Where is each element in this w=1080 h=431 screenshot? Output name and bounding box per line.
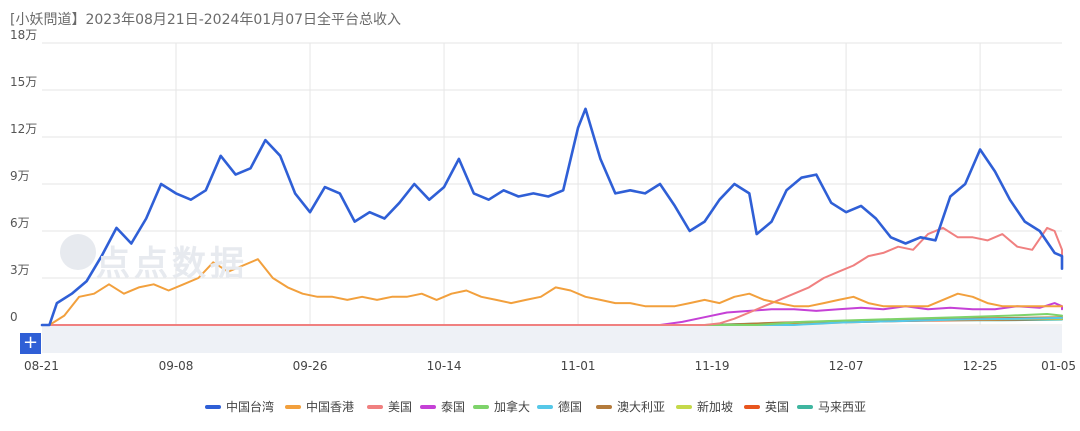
x-tick-label: 09-08 xyxy=(159,359,194,373)
legend-item[interactable]: 美国 xyxy=(367,398,412,415)
navigator-background xyxy=(42,326,1062,353)
legend-label: 中国台湾 xyxy=(226,400,275,414)
series-line xyxy=(40,107,1064,327)
series-line xyxy=(41,313,1063,326)
legend-label: 马来西亚 xyxy=(818,400,867,414)
chart-title: [小妖問道】2023年08月21日-2024年01月07日全平台总收入 xyxy=(10,12,402,28)
x-tick-label: 09-26 xyxy=(293,359,328,373)
watermark: 点点数据 xyxy=(96,244,248,284)
series-line xyxy=(41,226,1063,326)
series-line xyxy=(41,258,1063,326)
y-tick-label: 18万 xyxy=(10,28,37,42)
legend-label: 澳大利亚 xyxy=(617,400,666,414)
legend-swatch xyxy=(537,404,553,409)
series-lines xyxy=(40,107,1064,327)
legend-swatch xyxy=(285,404,301,409)
legend-swatch xyxy=(473,404,489,409)
y-tick-label: 9万 xyxy=(10,169,30,183)
legend-label: 泰国 xyxy=(441,400,466,414)
legend-swatch xyxy=(367,404,383,409)
legend-label: 新加坡 xyxy=(697,400,734,414)
x-tick-label: 12-07 xyxy=(829,359,864,373)
legend-item[interactable]: 马来西亚 xyxy=(797,398,866,415)
x-tick-label: 01-05 xyxy=(1041,359,1076,373)
y-axis: 0 3万 6万 9万 12万 15万 18万 xyxy=(10,28,37,324)
y-tick-label: 3万 xyxy=(10,263,30,277)
legend-item[interactable]: 德国 xyxy=(537,398,582,415)
legend-item[interactable]: 英国 xyxy=(744,398,789,415)
legend-swatch xyxy=(676,404,692,409)
legend-swatch xyxy=(744,404,760,409)
legend-label: 加拿大 xyxy=(494,400,531,414)
watermark-logo xyxy=(60,234,96,270)
x-tick-label: 08-21 xyxy=(24,359,59,373)
zoom-button[interactable]: + xyxy=(20,333,41,354)
legend-label: 美国 xyxy=(388,400,413,414)
legend-item[interactable]: 中国香港 xyxy=(285,398,354,415)
legend-item[interactable]: 泰国 xyxy=(420,398,465,415)
series-line xyxy=(41,316,1063,326)
x-tick-label: 12-25 xyxy=(963,359,998,373)
legend-label: 德国 xyxy=(558,400,583,414)
legend-label: 英国 xyxy=(765,400,790,414)
legend-swatch xyxy=(797,404,813,409)
y-tick-label: 12万 xyxy=(10,122,37,136)
legend-swatch xyxy=(205,404,221,409)
y-tick-label: 6万 xyxy=(10,216,30,230)
chart-legend: 中国台湾 中国香港 美国 泰国 加拿大 德国 澳大利亚 新加坡 英国 马来西亚 xyxy=(0,398,1080,414)
x-tick-label: 11-01 xyxy=(561,359,596,373)
legend-swatch xyxy=(596,404,612,409)
x-tick-label: 10-14 xyxy=(427,359,462,373)
legend-item[interactable]: 澳大利亚 xyxy=(596,398,665,415)
legend-label: 中国香港 xyxy=(306,400,355,414)
legend-swatch xyxy=(420,404,436,409)
legend-item[interactable]: 中国台湾 xyxy=(205,398,274,415)
legend-item[interactable]: 加拿大 xyxy=(473,398,530,415)
y-tick-label: 15万 xyxy=(10,75,37,89)
legend-item[interactable]: 新加坡 xyxy=(676,398,733,415)
x-tick-label: 11-19 xyxy=(695,359,730,373)
y-tick-label: 0 xyxy=(10,310,18,324)
x-axis: 08-21 09-08 09-26 10-14 11-01 11-19 12-07 12-25… xyxy=(24,359,1076,373)
